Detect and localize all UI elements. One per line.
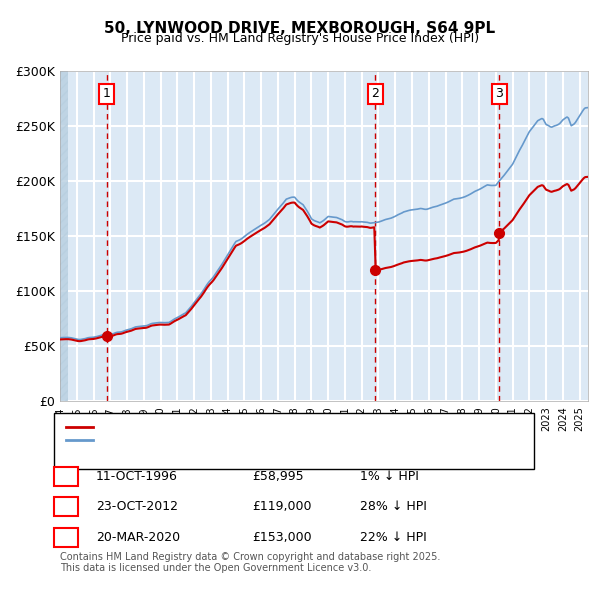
Text: 1: 1 (62, 470, 70, 483)
Text: 23-OCT-2012: 23-OCT-2012 (96, 500, 178, 513)
Text: 1: 1 (103, 87, 110, 100)
Text: Price paid vs. HM Land Registry's House Price Index (HPI): Price paid vs. HM Land Registry's House … (121, 32, 479, 45)
Text: 20-MAR-2020: 20-MAR-2020 (96, 531, 180, 544)
Text: 50, LYNWOOD DRIVE, MEXBOROUGH, S64 9PL: 50, LYNWOOD DRIVE, MEXBOROUGH, S64 9PL (104, 21, 496, 35)
Text: 3: 3 (496, 87, 503, 100)
Text: 2: 2 (371, 87, 379, 100)
Text: 50, LYNWOOD DRIVE, MEXBOROUGH, S64 9PL (detached house): 50, LYNWOOD DRIVE, MEXBOROUGH, S64 9PL (… (96, 422, 454, 431)
Text: £58,995: £58,995 (252, 470, 304, 483)
Text: 22% ↓ HPI: 22% ↓ HPI (360, 531, 427, 544)
Text: £153,000: £153,000 (252, 531, 311, 544)
Text: HPI: Average price, detached house, Doncaster: HPI: Average price, detached house, Donc… (96, 435, 359, 444)
Text: 3: 3 (62, 531, 70, 544)
Text: 2: 2 (62, 500, 70, 513)
Text: 11-OCT-1996: 11-OCT-1996 (96, 470, 178, 483)
Text: 28% ↓ HPI: 28% ↓ HPI (360, 500, 427, 513)
Text: 1% ↓ HPI: 1% ↓ HPI (360, 470, 419, 483)
Text: £119,000: £119,000 (252, 500, 311, 513)
Text: Contains HM Land Registry data © Crown copyright and database right 2025.
This d: Contains HM Land Registry data © Crown c… (60, 552, 440, 573)
